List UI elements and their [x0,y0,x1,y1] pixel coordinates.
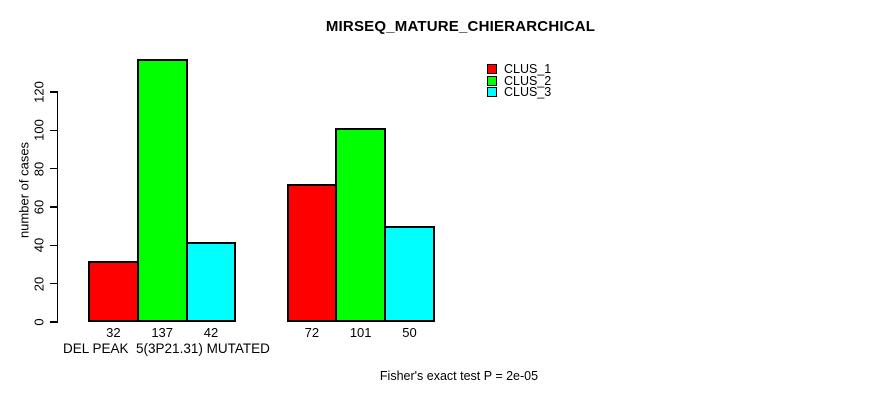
legend-row: CLUS_1 [487,61,552,76]
y-axis-tick [50,244,57,247]
legend-label: CLUS_1 [504,61,552,76]
y-tick-label: 120 [31,81,47,103]
bar-clus_2-group1 [136,59,188,322]
bar-value-label: 50 [402,325,417,340]
legend: CLUS_1 CLUS_2 CLUS_3 [487,61,552,100]
bar-value-label: 137 [151,325,174,340]
legend-label: CLUS_2 [504,73,552,88]
legend-row: CLUS_2 [487,73,552,88]
y-axis-tick [50,321,57,323]
bar-value-label: 32 [106,325,121,340]
chart-title: MIRSEQ_MATURE_CHIERARCHICAL [325,18,596,35]
bar-clus_2-group2 [335,128,387,322]
y-tick-label: 0 [31,318,47,326]
x-axis-label: DEL PEAK 5(3P21.31) MUTATED [63,341,270,356]
bar-clus_3-group1 [185,241,237,322]
legend-swatch-clus_3 [487,87,497,98]
bar-value-label: 101 [349,325,372,340]
y-tick-label: 80 [31,161,47,176]
y-tick-label: 60 [31,199,47,215]
bar-clus_1-group2 [286,184,338,322]
y-axis-tick [50,206,57,208]
footnote-pvalue: Fisher's exact test P = 2e-05 [379,369,539,383]
y-tick-label: 100 [31,119,47,142]
legend-label: CLUS_3 [504,85,552,100]
legend-swatch-clus_2 [487,75,497,86]
legend-row: CLUS_3 [487,85,552,100]
y-tick-label: 40 [31,238,47,253]
y-axis-line [56,91,59,323]
y-axis-tick [50,91,57,93]
bar-clus_1-group1 [88,260,139,322]
y-tick-label: 20 [31,276,47,291]
bar-clus_3-group2 [384,226,435,322]
y-axis-tick [50,167,57,170]
bar-value-label: 42 [203,325,219,340]
bar-value-label: 72 [304,325,320,340]
y-axis-tick [50,129,57,132]
legend-swatch-clus_1 [487,63,497,74]
y-axis-tick [50,282,57,285]
